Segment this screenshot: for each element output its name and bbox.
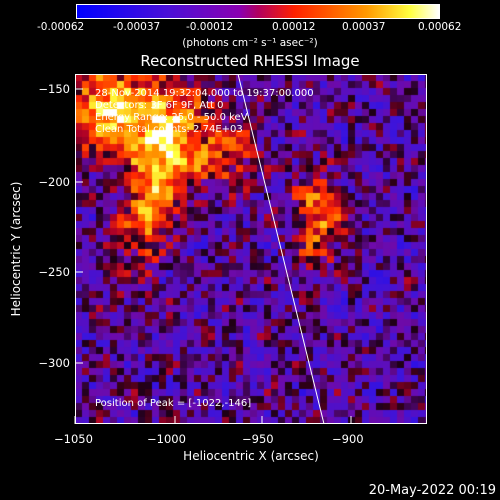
y-tick-label: −250 <box>38 265 70 279</box>
heatmap-image <box>76 75 426 423</box>
y-tick-label: −200 <box>38 175 70 189</box>
limb-line <box>237 75 325 423</box>
y-tick-label: −300 <box>38 356 70 370</box>
colorbar-tick: -0.00012 <box>186 21 234 33</box>
x-tick-label: −1050 <box>54 432 93 446</box>
plot-title: Reconstructed RHESSI Image <box>140 52 360 70</box>
colorbar <box>76 4 440 19</box>
x-tick-label: −1000 <box>147 432 186 446</box>
generation-date: 20-May-2022 00:19 <box>368 483 496 498</box>
colorbar-tick: -0.00062 <box>37 21 85 33</box>
y-tick-label: −150 <box>38 82 70 96</box>
image-plot: 28-Nov-2014 19:32:04.000 to 19:37:00.000… <box>75 74 427 424</box>
annotation-counts: Clean Total counts: 2.74E+03 <box>95 124 243 135</box>
annotation-time: 28-Nov-2014 19:32:04.000 to 19:37:00.000 <box>95 88 314 99</box>
x-tick-label: −900 <box>332 432 364 446</box>
colorbar-tick: -0.00037 <box>113 21 161 33</box>
colorbar-tick: 0.00037 <box>342 21 386 33</box>
colorbar-unit: (photons cm⁻² s⁻¹ asec⁻²) <box>182 37 318 49</box>
x-axis-label: Heliocentric X (arcsec) <box>183 449 319 463</box>
colorbar-tick: 0.00012 <box>272 21 316 33</box>
x-tick-label: −950 <box>242 432 274 446</box>
annotation-detectors: Detectors: 3F 6F 9F, Att 0 <box>95 100 224 111</box>
annotation-peak: Position of Peak = [-1022,-146] <box>95 398 252 409</box>
colorbar-tick: 0.00062 <box>418 21 462 33</box>
annotation-energy: Energy Range: 25.0 - 50.0 keV <box>95 112 248 123</box>
